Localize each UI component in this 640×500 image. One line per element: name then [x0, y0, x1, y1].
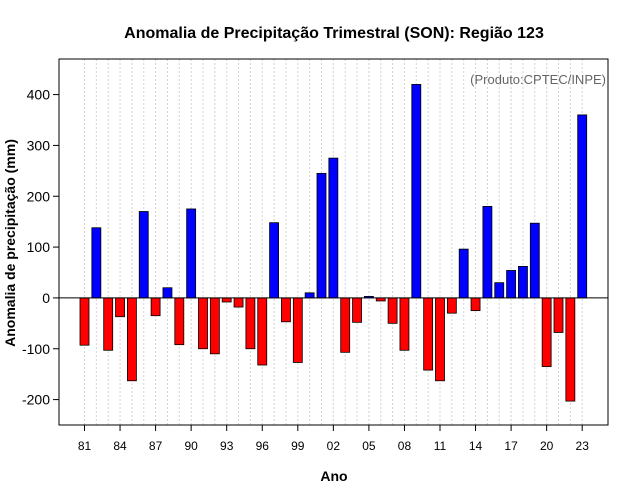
- bar-1990: [186, 208, 197, 299]
- x-tick-label: 23: [576, 439, 590, 453]
- bar-1986: [138, 211, 149, 299]
- y-tick-label: 300: [27, 137, 51, 153]
- bar-2002: [328, 157, 339, 299]
- bar-1997: [269, 222, 280, 299]
- bar-2013: [458, 248, 469, 299]
- y-tick-label: 100: [27, 239, 51, 255]
- x-axis: 81 84 87 90 93 96 99 02 05 08 11 14 17 20 23: [78, 425, 589, 453]
- bar-1991: [198, 297, 208, 350]
- bar-2007: [387, 297, 398, 324]
- chart-title: Anomalia de Precipitação Trimestral (SON…: [124, 25, 544, 42]
- y-tick-label: 200: [27, 188, 51, 204]
- bar-2019: [529, 222, 540, 299]
- x-tick-label: 99: [291, 439, 305, 453]
- bar-2011: [435, 297, 445, 382]
- x-tick-label: 20: [540, 439, 554, 453]
- bar-2003: [340, 297, 351, 353]
- y-tick-label: 400: [27, 87, 51, 103]
- bars: [79, 84, 588, 402]
- bar-2023: [577, 114, 588, 299]
- x-tick-label: 87: [149, 439, 163, 453]
- bar-1994: [233, 297, 244, 308]
- x-tick-label: 08: [398, 439, 412, 453]
- y-tick-label: 0: [42, 290, 50, 306]
- bar-1998: [281, 297, 291, 323]
- bar-1995: [245, 297, 256, 350]
- y-axis: -200 -100 0 100 200 300 400: [22, 87, 59, 408]
- bar-1996: [257, 297, 268, 366]
- x-tick-label: 11: [434, 439, 447, 453]
- x-tick-label: 05: [362, 439, 376, 453]
- bar-2008: [399, 297, 410, 351]
- bar-1993: [221, 297, 232, 303]
- grid-lines: [84, 59, 583, 425]
- bar-2004: [352, 297, 362, 323]
- bar-1981: [79, 297, 90, 346]
- bar-2016: [494, 282, 505, 299]
- bar-1982: [91, 227, 102, 299]
- x-tick-label: 84: [113, 439, 127, 453]
- bar-1989: [174, 297, 185, 346]
- bar-2014: [470, 297, 481, 312]
- bar-1984: [115, 297, 125, 318]
- bar-2021: [553, 297, 564, 333]
- bar-2022: [565, 297, 576, 402]
- bar-2012: [446, 297, 457, 314]
- x-tick-label: 96: [256, 439, 270, 453]
- bar-2017: [506, 270, 517, 299]
- bar-2000: [304, 292, 315, 299]
- bar-1987: [150, 297, 161, 317]
- y-tick-label: -100: [22, 341, 50, 357]
- bar-1983: [103, 297, 114, 351]
- bar-1992: [209, 297, 220, 355]
- x-tick-label: 93: [220, 439, 234, 453]
- bar-2009: [411, 84, 422, 299]
- product-annotation: (Produto:CPTEC/INPE): [470, 72, 606, 87]
- bar-2015: [482, 206, 493, 299]
- y-tick-label: -200: [22, 392, 50, 408]
- bar-2001: [316, 172, 327, 299]
- bar-2018: [518, 265, 528, 299]
- x-axis-label: Ano: [320, 468, 347, 484]
- bar-1985: [127, 297, 137, 382]
- x-tick-label: 14: [469, 439, 483, 453]
- bar-2010: [423, 297, 434, 371]
- bar-1988: [162, 287, 173, 299]
- y-axis-label: Anomalia de precipitação (mm): [2, 139, 18, 347]
- bar-2020: [541, 297, 552, 367]
- x-tick-label: 02: [327, 439, 341, 453]
- x-tick-label: 17: [504, 439, 518, 453]
- x-tick-label: 90: [184, 439, 198, 453]
- x-tick-label: 81: [78, 439, 92, 453]
- bar-1999: [292, 297, 303, 363]
